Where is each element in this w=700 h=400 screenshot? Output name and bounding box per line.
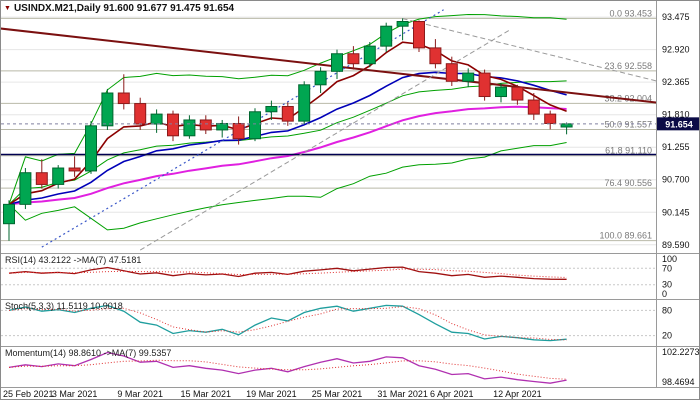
svg-text:90.700: 90.700: [662, 175, 690, 185]
svg-text:98.4694: 98.4694: [662, 377, 695, 387]
stoch-pane: 80 20: [1, 304, 699, 347]
svg-text:0.0 93.453: 0.0 93.453: [609, 8, 652, 18]
svg-text:23.6 92.558: 23.6 92.558: [604, 61, 652, 71]
stoch-label: Stoch(5,3,3) 11.5119 10.9018: [5, 301, 123, 311]
rsi-label: RSI(14) 43.2122 ->MA(7) 47.5181: [5, 255, 142, 265]
svg-text:38.2 92.004: 38.2 92.004: [604, 93, 652, 103]
svg-text:92.365: 92.365: [662, 77, 690, 87]
main-grid: [1, 16, 656, 246]
svg-text:100.0 89.661: 100.0 89.661: [599, 231, 652, 241]
svg-text:80: 80: [662, 305, 672, 315]
svg-text:25 Mar 2021: 25 Mar 2021: [312, 389, 363, 399]
svg-text:12 Apr 2021: 12 Apr 2021: [493, 389, 542, 399]
candlesticks: [3, 18, 573, 241]
svg-text:19 Mar 2021: 19 Mar 2021: [246, 389, 297, 399]
svg-text:0: 0: [662, 289, 667, 299]
svg-text:3 Mar 2021: 3 Mar 2021: [52, 389, 98, 399]
svg-text:89.590: 89.590: [662, 240, 690, 250]
price-axis: 93.475 92.920 92.365 91.810 91.255 90.700 90.1…: [662, 12, 690, 250]
svg-text:91.810: 91.810: [662, 110, 690, 120]
svg-text:100: 100: [662, 254, 677, 264]
svg-text:6 Apr 2021: 6 Apr 2021: [430, 389, 474, 399]
svg-text:61.8 91.110: 61.8 91.110: [605, 146, 652, 156]
svg-text:25 Feb 2021: 25 Feb 2021: [3, 389, 54, 399]
svg-text:76.4 90.556: 76.4 90.556: [604, 178, 652, 188]
svg-text:20: 20: [662, 331, 672, 341]
chart-title: USINDX.M21,Daily 91.600 91.677 91.475 91…: [13, 3, 235, 14]
chart-title-bar: ▼ USINDX.M21,Daily 91.600 91.677 91.475 9…: [4, 3, 234, 14]
svg-text:50.0 91.557: 50.0 91.557: [604, 120, 652, 130]
fibonacci-levels: 0.0 93.453 23.6 92.558 38.2 92.004 50.0 91.…: [1, 8, 656, 242]
svg-text:9 Mar 2021: 9 Mar 2021: [117, 389, 163, 399]
svg-text:91.654: 91.654: [665, 119, 693, 129]
symbol-dropdown-icon[interactable]: ▼: [4, 5, 11, 12]
momentum-pane: 102.2273 98.4694: [1, 347, 700, 388]
svg-text:93.475: 93.475: [662, 12, 690, 22]
svg-text:31 Mar 2021: 31 Mar 2021: [377, 389, 428, 399]
current-price-badge: 91.654: [1, 117, 699, 131]
momentum-label: Momentum(14) 98.8610 ->MA(7) 99.5357: [5, 348, 172, 358]
svg-text:70: 70: [662, 263, 672, 273]
svg-text:30: 30: [662, 280, 672, 290]
svg-text:15 Mar 2021: 15 Mar 2021: [181, 389, 232, 399]
svg-text:102.2273: 102.2273: [662, 347, 700, 357]
svg-text:92.920: 92.920: [662, 45, 690, 55]
svg-text:90.145: 90.145: [662, 207, 690, 217]
svg-text:91.255: 91.255: [662, 142, 690, 152]
